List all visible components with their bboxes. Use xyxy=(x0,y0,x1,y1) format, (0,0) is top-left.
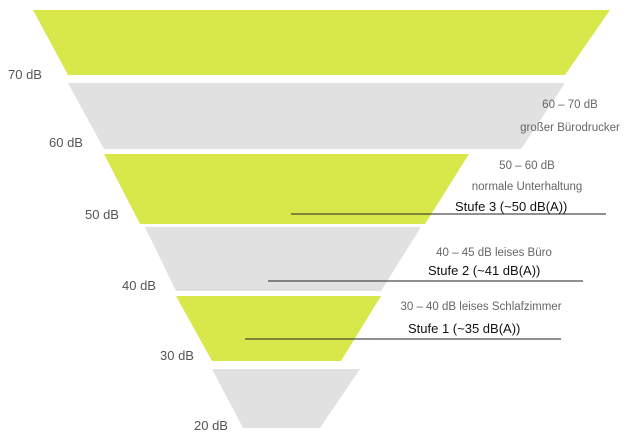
desc-40: 40 – 45 dB leises Büro xyxy=(436,247,552,259)
level-label-50: 50 dB xyxy=(85,207,119,222)
band-30-40 xyxy=(176,296,381,361)
level-label-40: 40 dB xyxy=(122,278,156,293)
band-70-80 xyxy=(33,10,610,75)
band-60-70 xyxy=(68,83,565,149)
band-20-30 xyxy=(212,369,360,428)
desc-30: 30 – 40 dB leises Schlafzimmer xyxy=(400,301,561,313)
desc-50-text: normale Unterhaltung xyxy=(472,181,583,193)
desc-60-range: 60 – 70 dB xyxy=(542,99,598,111)
desc-50-range: 50 – 60 dB xyxy=(499,160,555,172)
level-label-70: 70 dB xyxy=(8,67,42,82)
level-label-60: 60 dB xyxy=(49,135,83,150)
band-50-60 xyxy=(104,154,469,224)
stufe-3-label: Stufe 3 (~50 dB(A)) xyxy=(455,199,567,214)
level-label-20: 20 dB xyxy=(194,418,228,433)
level-label-30: 30 dB xyxy=(160,348,194,363)
stufe-1-label: Stufe 1 (~35 dB(A)) xyxy=(408,321,520,336)
desc-60-text: großer Bürodrucker xyxy=(520,122,620,134)
band-40-50 xyxy=(145,227,421,291)
stufe-2-label: Stufe 2 (~41 dB(A)) xyxy=(428,263,540,278)
